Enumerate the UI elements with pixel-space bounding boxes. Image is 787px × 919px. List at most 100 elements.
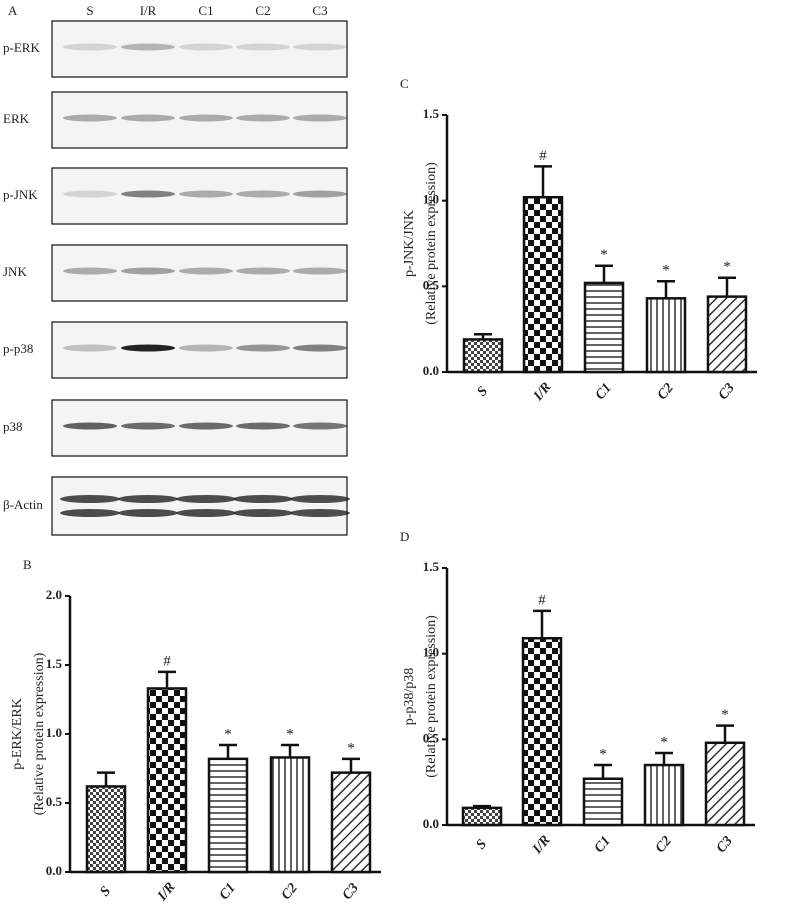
- significance-mark: *: [660, 734, 668, 750]
- significance-mark: *: [721, 707, 729, 723]
- y-axis-title: (Relative protein expression): [32, 652, 47, 815]
- significance-mark: #: [539, 148, 547, 164]
- x-tick-label: C1: [593, 381, 615, 403]
- x-tick-label: I/R: [529, 833, 553, 858]
- band: [179, 114, 233, 122]
- x-tick-label: I/R: [530, 380, 554, 405]
- y-tick-label: 0.5: [423, 730, 440, 745]
- band: [290, 495, 350, 503]
- y-tick-label: 1.0: [423, 192, 439, 207]
- bar: [85, 785, 127, 874]
- significance-mark: *: [600, 247, 608, 263]
- bar: [207, 757, 249, 874]
- band: [121, 114, 175, 122]
- significance-mark: *: [599, 746, 607, 762]
- panel-label: B: [23, 557, 32, 572]
- band: [118, 509, 178, 517]
- band: [293, 114, 347, 122]
- significance-mark: *: [662, 263, 670, 279]
- y-tick-label: 0.5: [423, 277, 440, 292]
- bar: [645, 297, 687, 374]
- y-axis-title: p-p38/p38: [402, 668, 417, 726]
- band: [118, 495, 178, 503]
- band: [63, 43, 117, 51]
- band: [233, 495, 293, 503]
- band: [121, 190, 175, 198]
- x-tick-label: C2: [655, 381, 677, 403]
- band: [63, 190, 117, 198]
- blot-frame: [51, 476, 348, 536]
- blot-frame: [51, 321, 348, 379]
- y-tick-label: 0.0: [46, 863, 62, 878]
- significance-mark: *: [224, 726, 232, 742]
- significance-mark: *: [723, 259, 731, 275]
- band: [60, 509, 120, 517]
- band: [60, 495, 120, 503]
- row-label: ERK: [3, 111, 30, 126]
- x-tick-label: C1: [592, 834, 614, 856]
- band: [63, 422, 117, 430]
- band: [121, 422, 175, 430]
- y-tick-label: 0.0: [423, 363, 439, 378]
- band: [121, 267, 175, 275]
- band: [179, 344, 233, 352]
- row-label: p-ERK: [3, 40, 40, 55]
- band: [293, 422, 347, 430]
- bar: [521, 636, 563, 827]
- band: [236, 190, 290, 198]
- band: [176, 509, 236, 517]
- x-tick-label: C2: [279, 881, 301, 903]
- significance-mark: #: [163, 653, 171, 669]
- x-tick-label: C1: [217, 881, 239, 903]
- y-tick-label: 0.5: [46, 794, 63, 809]
- lane-label: C3: [312, 3, 327, 18]
- band: [176, 495, 236, 503]
- x-tick-label: C3: [340, 881, 362, 903]
- y-tick-label: 1.5: [423, 106, 440, 121]
- band: [179, 43, 233, 51]
- bar: [704, 741, 746, 827]
- band: [179, 422, 233, 430]
- bar: [643, 763, 685, 827]
- band: [179, 190, 233, 198]
- significance-mark: #: [538, 592, 546, 608]
- band: [293, 43, 347, 51]
- row-label: β-Actin: [3, 497, 43, 512]
- bar: [706, 295, 748, 374]
- x-tick-label: I/R: [154, 880, 178, 905]
- y-tick-label: 1.5: [423, 559, 440, 574]
- band: [63, 114, 117, 122]
- row-label: JNK: [3, 264, 27, 279]
- y-axis-title: p-JNK/JNK: [402, 210, 417, 277]
- panel-label: A: [8, 3, 18, 18]
- y-tick-label: 0.0: [423, 816, 439, 831]
- band: [121, 344, 175, 352]
- bar: [522, 195, 564, 374]
- bar: [461, 806, 503, 827]
- band: [121, 43, 175, 51]
- blot-frame: [51, 91, 348, 149]
- band: [236, 43, 290, 51]
- row-label: p-p38: [3, 341, 33, 356]
- lane-label: S: [86, 3, 93, 18]
- blot-frame: [51, 167, 348, 225]
- x-tick-label: C2: [653, 834, 675, 856]
- band: [236, 267, 290, 275]
- y-tick-label: 2.0: [46, 587, 62, 602]
- y-axis-title: (Relative protein expression): [424, 162, 439, 325]
- x-tick-label: C3: [716, 381, 738, 403]
- bar: [269, 756, 311, 874]
- band: [233, 509, 293, 517]
- blot-frame: [51, 244, 348, 302]
- band: [236, 114, 290, 122]
- x-tick-label: S: [98, 884, 115, 900]
- blot-frame: [51, 20, 348, 78]
- bar: [462, 338, 504, 374]
- band: [63, 267, 117, 275]
- y-axis-title: (Relative protein expression): [424, 615, 439, 778]
- bar: [583, 281, 625, 374]
- y-tick-label: 1.0: [423, 645, 439, 660]
- lane-label: I/R: [140, 3, 157, 18]
- significance-mark: *: [347, 740, 355, 756]
- band: [236, 344, 290, 352]
